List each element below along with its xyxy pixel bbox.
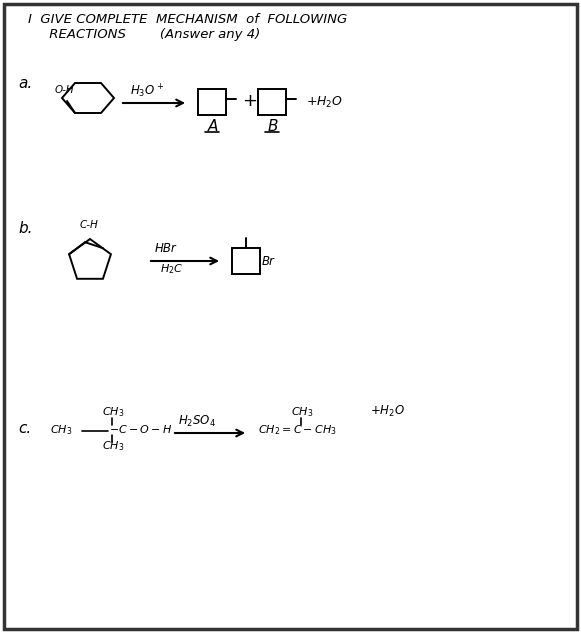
Text: A: A (208, 119, 218, 134)
Text: HBr: HBr (155, 242, 177, 255)
Text: B: B (268, 119, 278, 134)
Text: $+H_2O$: $+H_2O$ (306, 95, 343, 110)
Text: Br: Br (262, 255, 275, 268)
Text: a.: a. (18, 76, 33, 91)
Text: $CH_2=C-CH_3$: $CH_2=C-CH_3$ (258, 423, 337, 437)
Text: c.: c. (18, 421, 31, 436)
Text: $+H_2O$: $+H_2O$ (370, 404, 405, 419)
Text: +: + (242, 92, 257, 110)
Text: $CH_3$: $CH_3$ (102, 405, 124, 419)
Text: I  GIVE COMPLETE  MECHANISM  of  FOLLOWING: I GIVE COMPLETE MECHANISM of FOLLOWING (28, 13, 347, 26)
Text: $H_2SO_4$: $H_2SO_4$ (178, 414, 216, 429)
Text: $CH_3$: $CH_3$ (291, 405, 313, 419)
Text: $CH_3$: $CH_3$ (50, 423, 73, 437)
Text: REACTIONS        (Answer any 4): REACTIONS (Answer any 4) (28, 28, 260, 41)
Text: b.: b. (18, 221, 33, 236)
Text: $H_2C$: $H_2C$ (160, 262, 184, 276)
Text: $H_3O^+$: $H_3O^+$ (130, 83, 164, 101)
Text: $-C-O-H$: $-C-O-H$ (109, 423, 172, 435)
Text: $CH_3$: $CH_3$ (102, 439, 124, 453)
Text: O-H: O-H (55, 85, 74, 95)
Text: C-H: C-H (79, 220, 98, 230)
